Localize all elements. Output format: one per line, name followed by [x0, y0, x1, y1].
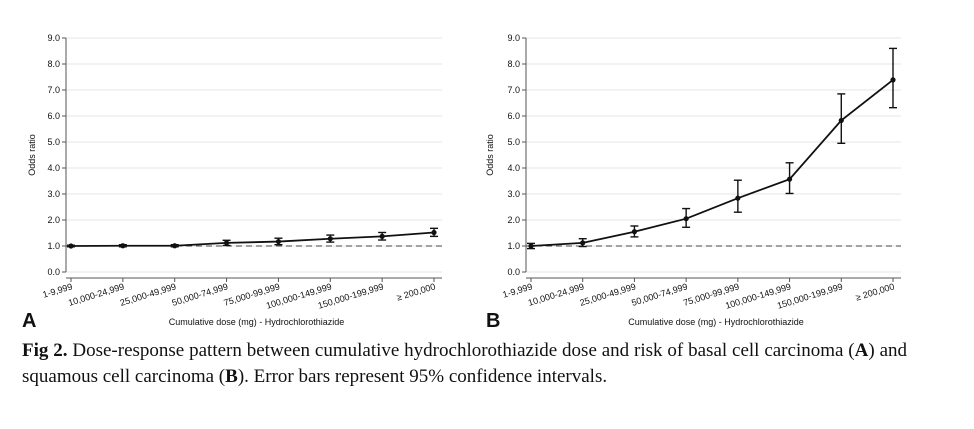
y-tick-label: 0.0 [47, 267, 60, 277]
data-point [683, 216, 689, 222]
data-point [223, 240, 230, 246]
caption-text-3: ). Error bars represent 95% confidence i… [237, 366, 608, 387]
caption-text-1: Dose-response pattern between cumulative… [67, 340, 855, 361]
data-point [735, 195, 741, 201]
figure-caption: Fig 2. Dose-response pattern between cum… [22, 338, 907, 390]
y-tick-label: 8.0 [507, 59, 520, 69]
x-tick-label: 50,000-74,999 [630, 281, 688, 308]
panel-letter: A [22, 310, 36, 332]
y-tick-label: 8.0 [47, 59, 60, 69]
x-tick-label: ≥ 200,000 [395, 281, 436, 302]
y-tick-label: 9.0 [507, 33, 520, 43]
x-axis-title: Cumulative dose (mg) - Hydrochlorothiazi… [628, 317, 804, 327]
y-axis-title: Odds ratio [485, 134, 495, 176]
caption-panel-b: B [225, 366, 238, 387]
x-tick-label: 25,000-49,999 [119, 281, 177, 308]
panel-a: 0.01.02.03.04.05.06.07.08.09.01-9,99910,… [22, 33, 442, 332]
data-point [431, 229, 437, 236]
y-axis-title: Odds ratio [27, 134, 37, 176]
y-tick-label: 4.0 [47, 163, 60, 173]
x-tick-label: 10,000-24,999 [67, 281, 125, 308]
data-point [68, 243, 74, 249]
data-point [528, 243, 534, 249]
y-tick-label: 3.0 [47, 189, 60, 199]
series-line [530, 79, 894, 247]
y-tick-label: 7.0 [507, 85, 520, 95]
data-point [172, 243, 178, 249]
y-tick-label: 0.0 [507, 267, 520, 277]
data-point [275, 238, 282, 245]
data-point [120, 243, 126, 249]
figure: 0.01.02.03.04.05.06.07.08.09.01-9,99910,… [22, 33, 901, 332]
data-point [838, 117, 844, 124]
y-tick-label: 4.0 [507, 163, 520, 173]
y-tick-label: 5.0 [507, 137, 520, 147]
caption-fig-label: Fig 2. [22, 340, 68, 361]
x-tick-label: 50,000-74,999 [171, 281, 229, 308]
y-tick-label: 9.0 [47, 33, 60, 43]
y-tick-label: 3.0 [507, 189, 520, 199]
caption-text-2: ) and squamous cell carcinoma ( [22, 340, 908, 387]
panel-letter: B [486, 310, 500, 332]
x-tick-label: 10,000-24,999 [527, 281, 585, 308]
x-axis-title: Cumulative dose (mg) - Hydrochlorothiazi… [169, 317, 345, 327]
data-point [580, 240, 586, 246]
x-tick-label: 25,000-49,999 [579, 281, 637, 308]
data-point [786, 176, 793, 182]
caption-panel-a: A [854, 340, 869, 361]
y-tick-label: 2.0 [47, 215, 60, 225]
y-tick-label: 7.0 [47, 85, 60, 95]
y-tick-label: 6.0 [47, 111, 60, 121]
y-tick-label: 6.0 [507, 111, 520, 121]
panel-b: 0.01.02.03.04.05.06.07.08.09.01-9,99910,… [485, 33, 901, 332]
data-point [327, 236, 333, 242]
y-tick-label: 1.0 [507, 241, 520, 251]
x-tick-label: ≥ 200,000 [854, 281, 895, 302]
data-point [379, 233, 385, 239]
y-tick-label: 1.0 [47, 241, 60, 251]
series-line [70, 231, 435, 247]
data-point [890, 77, 896, 83]
data-point [631, 229, 638, 235]
y-tick-label: 5.0 [47, 137, 60, 147]
y-tick-label: 2.0 [507, 215, 520, 225]
